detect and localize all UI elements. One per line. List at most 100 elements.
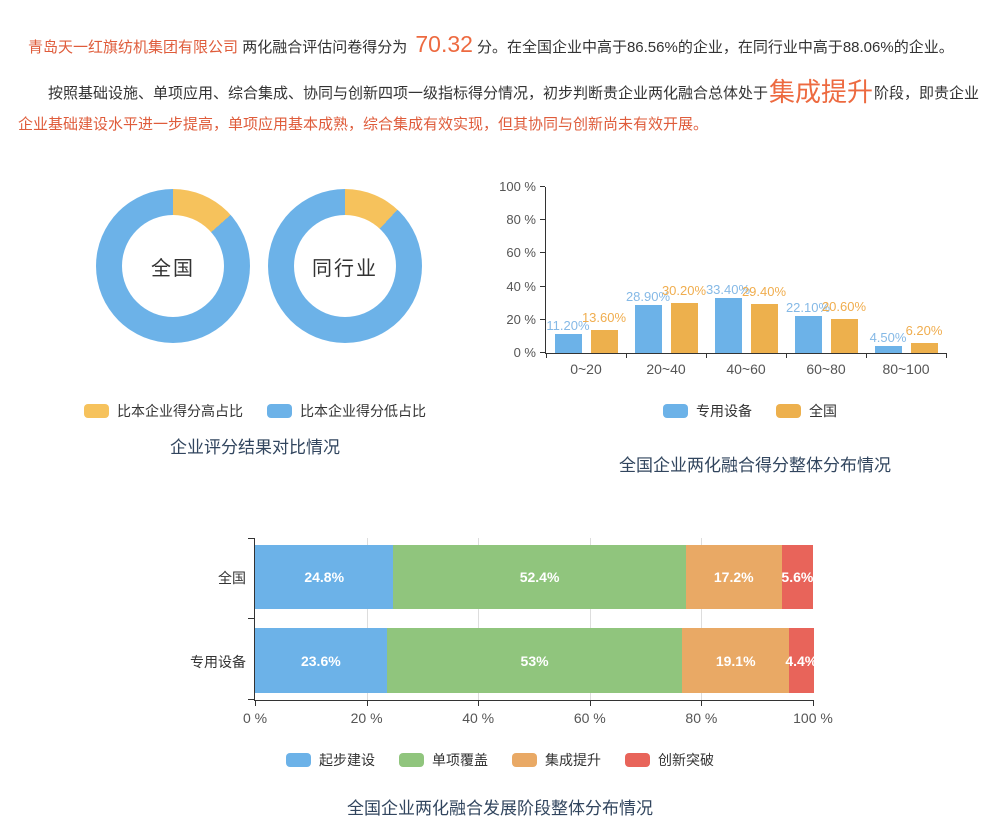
- bar-value-label: 4.50%: [869, 329, 907, 345]
- donut-center-label: 同行业: [294, 215, 396, 317]
- stage-distribution-chart: 24.8% 52.4% 17.2% 5.6% 全国 23.6% 53% 19.1% 4.4% 专用…: [190, 538, 833, 726]
- score-distribution-title: 全国企业两化融合得分整体分布情况: [619, 456, 891, 475]
- segment-起步建设: 23.6%: [255, 628, 387, 693]
- bar-value-label: 20.60%: [821, 298, 867, 314]
- y-axis-tick: [540, 219, 545, 221]
- legend-label: 创新突破: [658, 752, 714, 768]
- donut-center-label: 全国: [122, 215, 224, 317]
- legend-item-比本企业得分高占比[interactable]: 比本企业得分高占比: [84, 401, 243, 421]
- stage-name: 集成提升: [769, 77, 874, 107]
- legend-chip: [267, 404, 292, 418]
- y-axis-tick: [248, 699, 254, 700]
- legend-chip: [399, 753, 424, 767]
- stage-distribution-title: 全国企业两化融合发展阶段整体分布情况: [347, 799, 653, 818]
- legend-item-专用设备[interactable]: 专用设备: [663, 401, 752, 421]
- y-axis-tick: [248, 538, 254, 539]
- x-category-label: 80~100: [882, 361, 930, 377]
- bar-value-label: 6.20%: [905, 322, 943, 338]
- stage-sentence-3: 企业基础建设水平进一步提高，单项应用基本成熟，综合集成有效实现，但其协同与创新尚…: [18, 116, 709, 133]
- x-axis-tick: [255, 700, 256, 706]
- segment-创新突破: 4.4%: [785, 628, 817, 693]
- legend-label: 单项覆盖: [432, 752, 488, 768]
- score-suffix: 分。在全国企业中高于86.56%的企业，在同行业中高于88.06%的企业。: [476, 39, 954, 56]
- company-name: 青岛天一红旗纺机集团有限公司: [28, 39, 239, 56]
- stage-distribution-legend: 起步建设 单项覆盖 集成提升 创新突破: [200, 750, 800, 770]
- bar-专用设备-40~60: [714, 297, 742, 353]
- x-axis-tick: [478, 700, 480, 706]
- x-axis-label: 100 %: [793, 710, 833, 726]
- stage-paragraph: 按照基础设施、单项应用、综合集成、协同与创新四项一级指标得分情况，初步判断贵企业…: [18, 77, 980, 140]
- donut-同行业: 同行业: [268, 189, 422, 343]
- y-axis-tick: [540, 285, 545, 287]
- bar-value-label: 33.40%: [705, 281, 751, 297]
- bar-value-label: 11.20%: [546, 318, 590, 334]
- bar-value-label: 13.60%: [581, 310, 627, 326]
- bar-专用设备-0~20: [554, 334, 582, 353]
- legend-item-起步建设[interactable]: 起步建设: [286, 750, 375, 770]
- donut-全国: 全国: [96, 189, 250, 343]
- segment-单项覆盖: 53%: [386, 628, 683, 693]
- row-label-专用设备: 专用设备: [190, 653, 246, 670]
- bar-全国-0~20: [590, 330, 618, 353]
- legend-label: 集成提升: [545, 752, 601, 768]
- segment-集成提升: 19.1%: [682, 628, 789, 693]
- donut-chart-title: 企业评分结果对比情况: [170, 438, 340, 457]
- legend-chip: [625, 753, 650, 767]
- legend-chip: [84, 404, 109, 418]
- bar-全国-40~60: [750, 304, 778, 353]
- legend-label: 比本企业得分高占比: [117, 403, 243, 419]
- y-axis-tick: [540, 252, 545, 254]
- y-axis-label: 40 %: [506, 278, 536, 294]
- legend-item-单项覆盖[interactable]: 单项覆盖: [399, 750, 488, 770]
- legend-label: 全国: [809, 403, 837, 419]
- row-label-全国: 全国: [218, 570, 246, 586]
- y-axis-label: 80 %: [506, 212, 536, 228]
- score-distribution-legend: 专用设备 全国: [600, 401, 900, 421]
- x-axis-tick: [366, 700, 368, 706]
- x-axis-label: 80 %: [685, 710, 718, 726]
- x-axis-label: 20 %: [350, 710, 383, 726]
- bar-value-label: 29.40%: [741, 284, 787, 300]
- legend-item-比本企业得分低占比[interactable]: 比本企业得分低占比: [267, 401, 426, 421]
- x-axis-tick: [589, 700, 591, 706]
- legend-item-全国[interactable]: 全国: [776, 401, 837, 421]
- bar-专用设备-60~80: [794, 316, 822, 353]
- bar-value-label: 22.10%: [785, 300, 831, 316]
- y-axis-tick: [540, 186, 545, 187]
- bar-value-label: 30.20%: [661, 282, 707, 298]
- legend-chip: [512, 753, 537, 767]
- legend-chip: [776, 404, 801, 418]
- y-axis-tick: [540, 318, 545, 320]
- x-axis-tick: [701, 700, 703, 706]
- y-axis-label: 100 %: [499, 179, 536, 194]
- y-axis-label: 20 %: [506, 311, 536, 327]
- score-distribution-chart: 0 % 20 % 40 % 60 % 80 % 100 % 0~20 20~40 40~60 60…: [499, 179, 947, 377]
- x-category-label: 0~20: [570, 361, 602, 377]
- x-axis-tick: [546, 353, 547, 358]
- score-value: 70.32: [415, 31, 473, 57]
- legend-item-创新突破[interactable]: 创新突破: [625, 750, 714, 770]
- summary-paragraph: 青岛天一红旗纺机集团有限公司 两化融合评估问卷得分为 70.32 分。在全国企业中…: [28, 31, 978, 61]
- stage-sentence-2: 阶段，即贵企业: [874, 85, 980, 102]
- legend-label: 专用设备: [696, 403, 752, 419]
- y-axis-tick: [248, 618, 254, 619]
- segment-起步建设: 24.8%: [255, 545, 394, 609]
- x-category-label: 20~40: [646, 361, 686, 377]
- x-axis-label: 60 %: [573, 710, 606, 726]
- x-axis-tick: [786, 353, 787, 358]
- legend-chip: [286, 753, 311, 767]
- stack-row-全国: 24.8% 52.4% 17.2% 5.6%: [255, 545, 813, 609]
- bar-全国-80~100: [910, 342, 938, 353]
- bar-全国-20~40: [670, 302, 698, 353]
- x-axis-label: 40 %: [462, 710, 495, 726]
- legend-label: 比本企业得分低占比: [300, 403, 426, 419]
- legend-item-集成提升[interactable]: 集成提升: [512, 750, 601, 770]
- stack-row-专用设备: 23.6% 53% 19.1% 4.4%: [255, 628, 817, 693]
- segment-创新突破: 5.6%: [781, 545, 813, 609]
- gridline: [478, 538, 480, 700]
- gridline: [366, 538, 368, 700]
- x-category-label: 60~80: [806, 361, 846, 377]
- segment-单项覆盖: 52.4%: [393, 545, 686, 609]
- legend-chip: [663, 404, 688, 418]
